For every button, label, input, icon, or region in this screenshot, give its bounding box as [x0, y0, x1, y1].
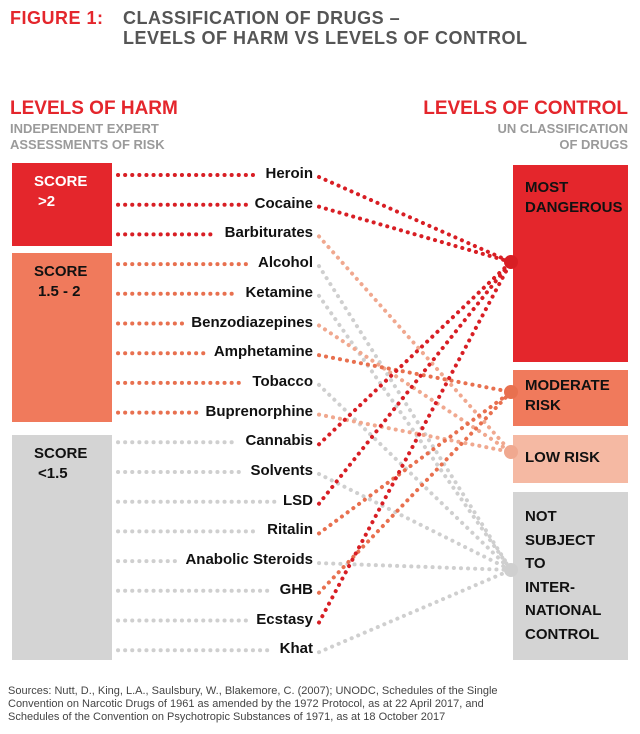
- control-link-line: [317, 323, 513, 454]
- drug-label: Buprenorphine: [205, 402, 314, 420]
- control-box-not-controlled: NOT SUBJECT TO INTER- NATIONAL CONTROL: [513, 492, 628, 660]
- control-link-line: [317, 353, 513, 394]
- control-box-most-dangerous-line2: DANGEROUS: [525, 199, 623, 216]
- harm-box-low-line2: <1.5: [38, 465, 68, 482]
- control-link-line: [317, 472, 513, 572]
- control-subheading: UN CLASSIFICATION OF DRUGS: [498, 121, 628, 153]
- sources-line3: Schedules of the Convention on Psychotro…: [8, 711, 446, 723]
- control-box-nc-line5: NATIONAL: [525, 602, 602, 619]
- harm-box-medium-line1: SCORE: [34, 263, 88, 280]
- control-box-nc-line4: INTER-: [525, 578, 575, 596]
- harm-box-medium: SCORE 1.5 - 2: [12, 253, 112, 422]
- control-link-line: [317, 568, 513, 655]
- control-link-line: [317, 204, 513, 264]
- control-box-moderate-line1: MODERATE: [525, 377, 610, 394]
- figure-title-line1: CLASSIFICATION OF DRUGS –: [123, 8, 401, 28]
- control-link-line: [317, 175, 513, 264]
- harm-sub-line2: ASSESSMENTS OF RISK: [10, 137, 165, 152]
- harm-box-high-line1: SCORE: [34, 173, 88, 190]
- control-link-line: [317, 260, 513, 506]
- control-box-most-dangerous: MOST DANGEROUS: [513, 165, 628, 362]
- figure-title-line2: LEVELS OF HARM VS LEVELS OF CONTROL: [123, 28, 528, 48]
- control-box-moderate-risk: MODERATE RISK: [513, 370, 628, 426]
- control-link-line: [317, 390, 513, 536]
- control-link-line: [317, 260, 513, 625]
- control-box-nc-line6: CONTROL: [525, 625, 600, 643]
- drug-label: Benzodiazepines: [191, 313, 313, 331]
- drug-label: LSD: [283, 491, 313, 509]
- control-link-line: [317, 293, 513, 572]
- control-sub-line2: OF DRUGS: [559, 137, 628, 152]
- drug-label: Khat: [279, 640, 313, 658]
- drug-label: Ketamine: [245, 283, 313, 301]
- control-hub-dot: [504, 255, 518, 269]
- control-sub-line1: UN CLASSIFICATION: [497, 121, 628, 136]
- control-link-line: [317, 390, 513, 595]
- control-link-line: [317, 412, 513, 454]
- control-hub-dot: [504, 563, 518, 577]
- drug-label: Solvents: [250, 462, 313, 479]
- drug-label: Cocaine: [254, 194, 313, 212]
- sources-line2: Convention on Narcotic Drugs of 1961 as …: [8, 698, 484, 710]
- drug-label: Ritalin: [267, 521, 313, 539]
- drug-label: Heroin: [265, 165, 313, 182]
- drug-label: GHB: [279, 580, 313, 598]
- drug-label: Amphetamine: [213, 343, 313, 361]
- harm-box-low: SCORE <1.5: [12, 435, 112, 660]
- control-hub-dot: [504, 445, 518, 459]
- control-box-nc-line3: TO: [525, 555, 546, 572]
- control-hub-dot: [504, 385, 518, 399]
- control-box-nc-line2: SUBJECT: [525, 531, 596, 549]
- control-box-moderate-line2: RISK: [525, 397, 561, 414]
- sources-line1: Sources: Nutt, D., King, L.A., Saulsbury…: [8, 685, 498, 697]
- harm-box-high-line2: >2: [38, 193, 56, 210]
- control-link-line: [317, 382, 513, 572]
- figure-title: CLASSIFICATION OF DRUGS – LEVELS OF HARM…: [123, 8, 528, 48]
- harm-heading: LEVELS OF HARM: [10, 98, 178, 119]
- drug-label: Barbiturates: [224, 224, 313, 242]
- drug-label: Ecstasy: [256, 610, 313, 628]
- drug-label: Anabolic Steroids: [185, 551, 313, 569]
- sources: Sources: Nutt, D., King, L.A., Saulsbury…: [8, 685, 628, 724]
- drug-label: Alcohol: [258, 254, 313, 272]
- control-box-low-line1: LOW RISK: [525, 449, 600, 466]
- figure-label: FIGURE 1:: [10, 8, 104, 28]
- harm-box-high: SCORE >2: [12, 163, 112, 246]
- control-link-line: [317, 260, 513, 447]
- control-link-line: [317, 264, 513, 572]
- harm-box-low-line1: SCORE: [34, 445, 88, 462]
- harm-box-medium-line2: 1.5 - 2: [38, 283, 81, 300]
- drug-label: Tobacco: [252, 372, 313, 390]
- drug-label: Cannabis: [245, 432, 313, 450]
- harm-subheading: INDEPENDENT EXPERT ASSESSMENTS OF RISK: [10, 121, 165, 153]
- harm-sub-line1: INDEPENDENT EXPERT: [10, 121, 159, 136]
- control-box-nc-line1: NOT: [525, 508, 557, 525]
- control-heading: LEVELS OF CONTROL: [423, 98, 628, 119]
- control-box-low-risk: LOW RISK: [513, 435, 628, 483]
- control-box-most-dangerous-line1: MOST: [525, 179, 569, 196]
